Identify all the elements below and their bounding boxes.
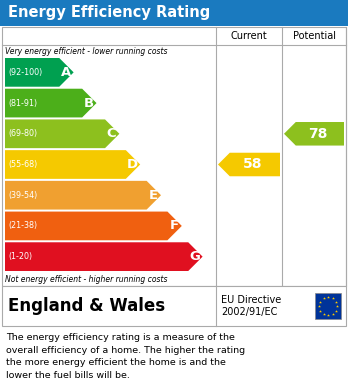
Polygon shape (5, 212, 182, 240)
Text: (21-38): (21-38) (8, 221, 37, 230)
Polygon shape (5, 119, 119, 148)
Text: (39-54): (39-54) (8, 191, 37, 200)
Polygon shape (5, 150, 140, 179)
Text: Not energy efficient - higher running costs: Not energy efficient - higher running co… (5, 274, 167, 283)
Text: D: D (127, 158, 138, 171)
Polygon shape (5, 242, 203, 271)
Text: England & Wales: England & Wales (8, 297, 165, 315)
Text: C: C (107, 127, 116, 140)
Text: B: B (84, 97, 94, 109)
Text: (92-100): (92-100) (8, 68, 42, 77)
Bar (0, 0, 348, 26)
Text: (55-68): (55-68) (8, 160, 37, 169)
Text: 78: 78 (308, 127, 327, 141)
Polygon shape (284, 122, 344, 145)
Text: 58: 58 (243, 158, 262, 172)
Text: A: A (61, 66, 71, 79)
Text: Current: Current (231, 31, 267, 41)
Text: The energy efficiency rating is a measure of the
overall efficiency of a home. T: The energy efficiency rating is a measur… (6, 333, 245, 380)
Bar (2, 286, 346, 326)
Polygon shape (218, 153, 280, 176)
Text: Very energy efficient - lower running costs: Very energy efficient - lower running co… (5, 47, 167, 57)
Polygon shape (5, 89, 96, 117)
Text: E: E (149, 189, 158, 202)
Text: F: F (169, 219, 179, 232)
Polygon shape (5, 58, 74, 87)
Text: (69-80): (69-80) (8, 129, 37, 138)
Text: Potential: Potential (293, 31, 335, 41)
Text: G: G (189, 250, 200, 263)
Text: (1-20): (1-20) (8, 252, 32, 261)
Text: Energy Efficiency Rating: Energy Efficiency Rating (8, 5, 210, 20)
Bar (2, 27, 346, 286)
Text: EU Directive
2002/91/EC: EU Directive 2002/91/EC (221, 295, 281, 317)
Polygon shape (5, 181, 161, 210)
Bar (315, 293, 341, 319)
Text: (81-91): (81-91) (8, 99, 37, 108)
